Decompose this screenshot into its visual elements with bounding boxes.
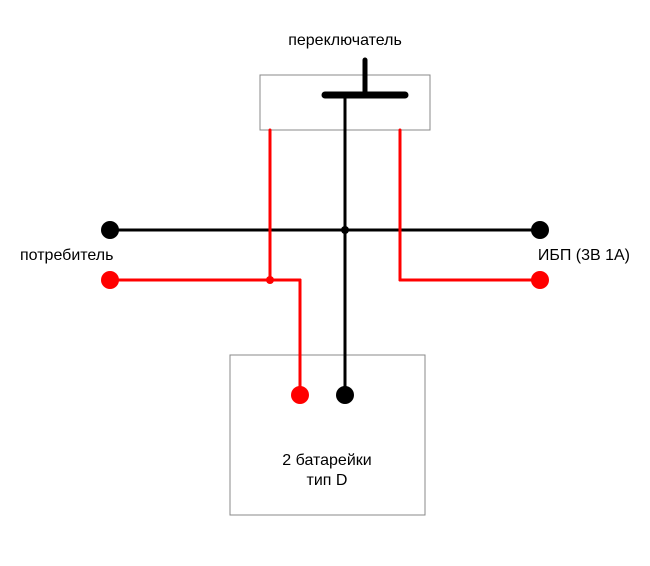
black-battery-terminal	[336, 386, 354, 404]
switch-label: переключатель	[288, 32, 402, 49]
black-right-terminal	[531, 221, 549, 239]
black-left-terminal	[101, 221, 119, 239]
battery-label-2: тип D	[307, 472, 348, 489]
wiring-diagram: переключатель потребитель ИБП (3В 1А) 2 бат…	[0, 0, 650, 566]
ups-label: ИБП (3В 1А)	[538, 247, 630, 264]
battery-label-1: 2 батарейки	[282, 452, 371, 469]
red-left-junction	[266, 276, 274, 284]
black-center-junction	[341, 226, 349, 234]
battery-box	[230, 355, 425, 515]
red-left-terminal	[101, 271, 119, 289]
consumer-label: потребитель	[20, 247, 113, 264]
red-battery-terminal	[291, 386, 309, 404]
red-right-terminal	[531, 271, 549, 289]
